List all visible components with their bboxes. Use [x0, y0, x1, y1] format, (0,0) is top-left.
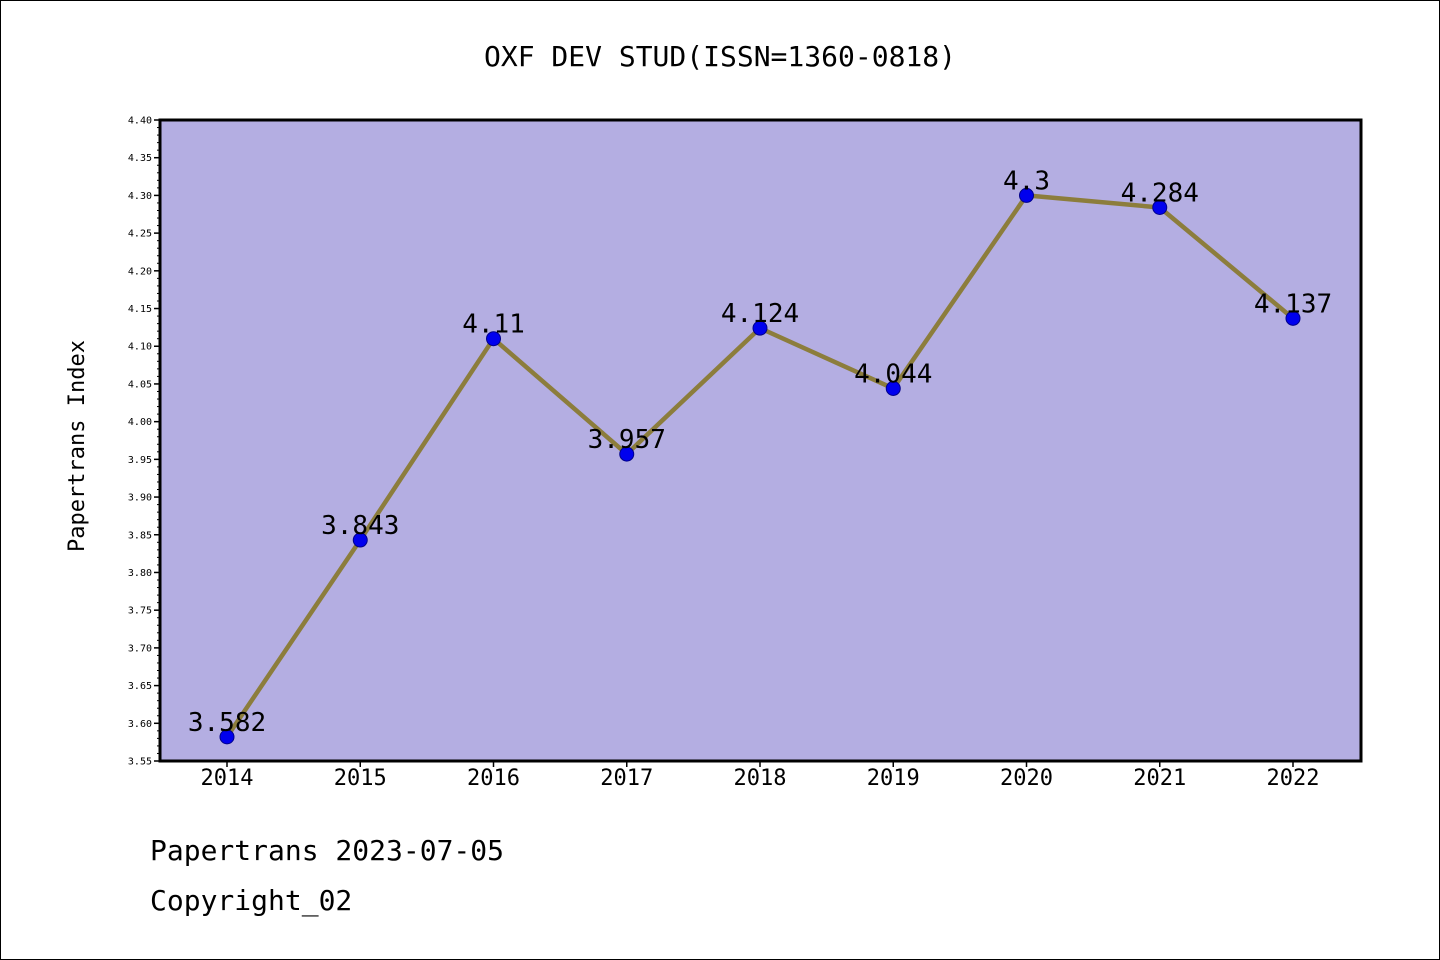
- data-point-marker: [352, 532, 368, 548]
- data-label: 3.957: [588, 425, 666, 455]
- data-label: 4.3: [1003, 166, 1050, 196]
- y-axis-label: Papertrans Index: [65, 340, 90, 552]
- plot-area: [158, 118, 1363, 763]
- y-tick-label: 3.55: [128, 757, 152, 768]
- data-label: 3.843: [321, 511, 399, 541]
- data-label: 4.044: [854, 359, 932, 389]
- x-tick-label: 2021: [1133, 766, 1186, 791]
- x-tick-label: 2018: [734, 766, 787, 791]
- data-label: 4.11: [462, 310, 525, 340]
- y-tick-label: 4.00: [128, 417, 152, 428]
- y-tick-label: 4.20: [128, 266, 152, 277]
- data-label: 4.284: [1121, 178, 1199, 208]
- y-tick-label: 4.25: [128, 229, 152, 240]
- x-tick-label: 2019: [867, 766, 920, 791]
- markers-group: [219, 187, 1301, 745]
- y-tick-label: 3.75: [128, 606, 152, 617]
- data-point-marker: [885, 380, 901, 396]
- y-tick-label: 4.40: [128, 116, 152, 127]
- x-tick-label: 2014: [201, 766, 254, 791]
- data-point-marker: [619, 446, 635, 462]
- y-tick-label: 3.85: [128, 530, 152, 541]
- x-tick-label: 2020: [1000, 766, 1053, 791]
- y-tick-label: 3.90: [128, 493, 152, 504]
- y-axis-ticks: 3.55 3.60 3.65 3.70 3.75 3.80 3.85 3.90 3.95 4.00…: [128, 116, 160, 768]
- data-point-marker: [219, 729, 235, 745]
- data-label: 4.124: [721, 299, 799, 329]
- data-point-marker: [752, 320, 768, 336]
- x-tick-label: 2015: [334, 766, 387, 791]
- x-tick-label: 2017: [600, 766, 653, 791]
- y-tick-label: 4.15: [128, 304, 152, 315]
- y-tick-label: 4.35: [128, 153, 152, 164]
- data-point-marker: [1285, 310, 1301, 326]
- y-tick-label: 3.80: [128, 568, 152, 579]
- footer-date: Papertrans 2023-07-05: [150, 834, 505, 867]
- data-point-marker: [1019, 187, 1034, 203]
- data-labels-group: 3.582 3.843 4.11 3.957 4.124 4.044 4.3 4.284 4.1…: [188, 166, 1332, 737]
- y-tick-label: 3.60: [128, 719, 152, 730]
- y-tick-label: 4.30: [128, 191, 152, 202]
- footer-copyright: Copyright_02: [150, 884, 353, 917]
- y-tick-label: 3.95: [128, 455, 152, 466]
- y-tick-label: 3.65: [128, 681, 152, 692]
- x-axis-ticks: 2014 2015 2016 2017 2018 2019 2020 2021 2022: [201, 761, 1320, 791]
- y-tick-label: 4.10: [128, 342, 152, 353]
- x-tick-label: 2022: [1267, 766, 1320, 791]
- data-point-marker: [486, 331, 501, 347]
- y-tick-label: 3.70: [128, 643, 152, 654]
- chart-title: OXF DEV STUD(ISSN=1360-0818): [484, 40, 956, 73]
- data-label: 4.137: [1254, 289, 1332, 319]
- y-tick-label: 4.05: [128, 379, 152, 390]
- data-point-marker: [1152, 199, 1168, 215]
- x-tick-label: 2016: [467, 766, 520, 791]
- data-label: 3.582: [188, 708, 266, 738]
